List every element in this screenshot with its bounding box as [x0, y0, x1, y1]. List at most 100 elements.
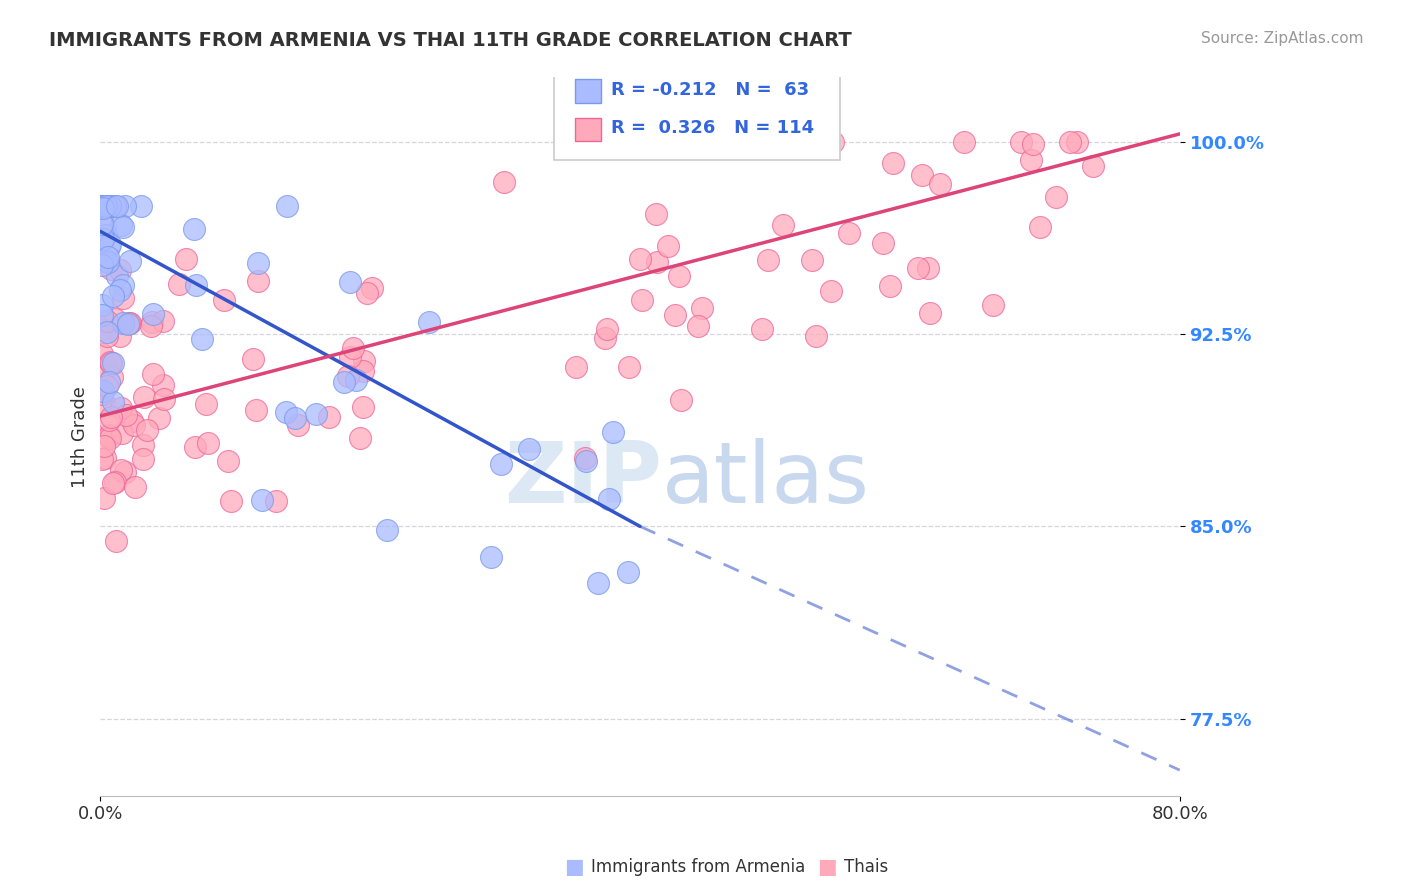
Point — [820, 284, 842, 298]
Point — [195, 397, 218, 411]
Point — [628, 252, 651, 267]
Point — [361, 281, 384, 295]
Point — [96, 325, 118, 339]
Point — [920, 306, 942, 320]
Point — [190, 332, 212, 346]
Point — [108, 284, 131, 298]
Point — [96, 379, 118, 393]
Text: ■: ■ — [817, 857, 837, 877]
Point — [90, 217, 112, 231]
Point — [136, 423, 159, 437]
Point — [90, 199, 112, 213]
Point — [517, 442, 540, 456]
Point — [122, 418, 145, 433]
Point — [333, 376, 356, 390]
Point — [664, 308, 686, 322]
Text: ■: ■ — [564, 857, 583, 877]
Point — [139, 318, 162, 333]
Point — [110, 462, 132, 476]
Point — [98, 429, 121, 443]
Point — [219, 493, 242, 508]
Point — [101, 289, 124, 303]
Point — [90, 199, 112, 213]
Point — [111, 291, 134, 305]
Point — [575, 453, 598, 467]
Point — [274, 405, 297, 419]
Point — [1066, 135, 1088, 149]
Point — [148, 410, 170, 425]
Point — [1029, 219, 1052, 234]
Point — [1045, 190, 1067, 204]
Point — [907, 260, 929, 275]
Point — [93, 439, 115, 453]
Point — [94, 199, 117, 213]
Point — [111, 426, 134, 441]
Point — [100, 262, 122, 277]
Point — [132, 438, 155, 452]
Point — [104, 534, 127, 549]
Point — [644, 207, 666, 221]
Text: atlas: atlas — [662, 438, 870, 521]
Point — [118, 316, 141, 330]
Point — [97, 250, 120, 264]
Point — [602, 425, 624, 440]
Point — [686, 319, 709, 334]
Point — [94, 228, 117, 243]
Point — [668, 269, 690, 284]
Point — [101, 476, 124, 491]
Point — [645, 255, 668, 269]
Point — [353, 353, 375, 368]
Point — [339, 276, 361, 290]
Point — [104, 475, 127, 489]
Point — [318, 409, 340, 424]
Point — [212, 293, 235, 308]
Point — [98, 199, 121, 213]
Point — [91, 258, 114, 272]
Point — [98, 431, 121, 445]
Point — [110, 219, 132, 233]
Point — [94, 199, 117, 213]
Point — [105, 199, 128, 213]
Point — [872, 235, 894, 250]
Point — [152, 377, 174, 392]
Point — [246, 274, 269, 288]
Point — [101, 356, 124, 370]
Point — [115, 408, 138, 422]
Point — [142, 307, 165, 321]
Point — [96, 313, 118, 327]
Point — [104, 311, 127, 326]
Point — [110, 401, 132, 416]
Point — [104, 199, 127, 213]
Point — [671, 392, 693, 407]
Text: Source: ZipAtlas.com: Source: ZipAtlas.com — [1201, 31, 1364, 46]
Point — [118, 254, 141, 268]
Point — [118, 316, 141, 330]
Point — [882, 155, 904, 169]
Point — [879, 278, 901, 293]
Point — [838, 226, 860, 240]
Point — [101, 370, 124, 384]
Point — [90, 308, 112, 322]
FancyBboxPatch shape — [554, 63, 839, 160]
Point — [110, 262, 132, 277]
Point — [692, 301, 714, 315]
Point — [91, 384, 114, 398]
Point — [167, 277, 190, 291]
Point — [97, 375, 120, 389]
Point — [586, 576, 609, 591]
Point — [184, 440, 207, 454]
Point — [93, 232, 115, 246]
Point — [953, 135, 976, 149]
Point — [596, 321, 619, 335]
Point — [152, 314, 174, 328]
Point — [756, 253, 779, 268]
Point — [90, 347, 112, 361]
Point — [98, 199, 121, 213]
Point — [349, 431, 371, 445]
Point — [93, 396, 115, 410]
Point — [593, 331, 616, 345]
Point — [141, 315, 163, 329]
Point — [418, 315, 440, 329]
Point — [266, 494, 288, 508]
Point — [90, 298, 112, 312]
